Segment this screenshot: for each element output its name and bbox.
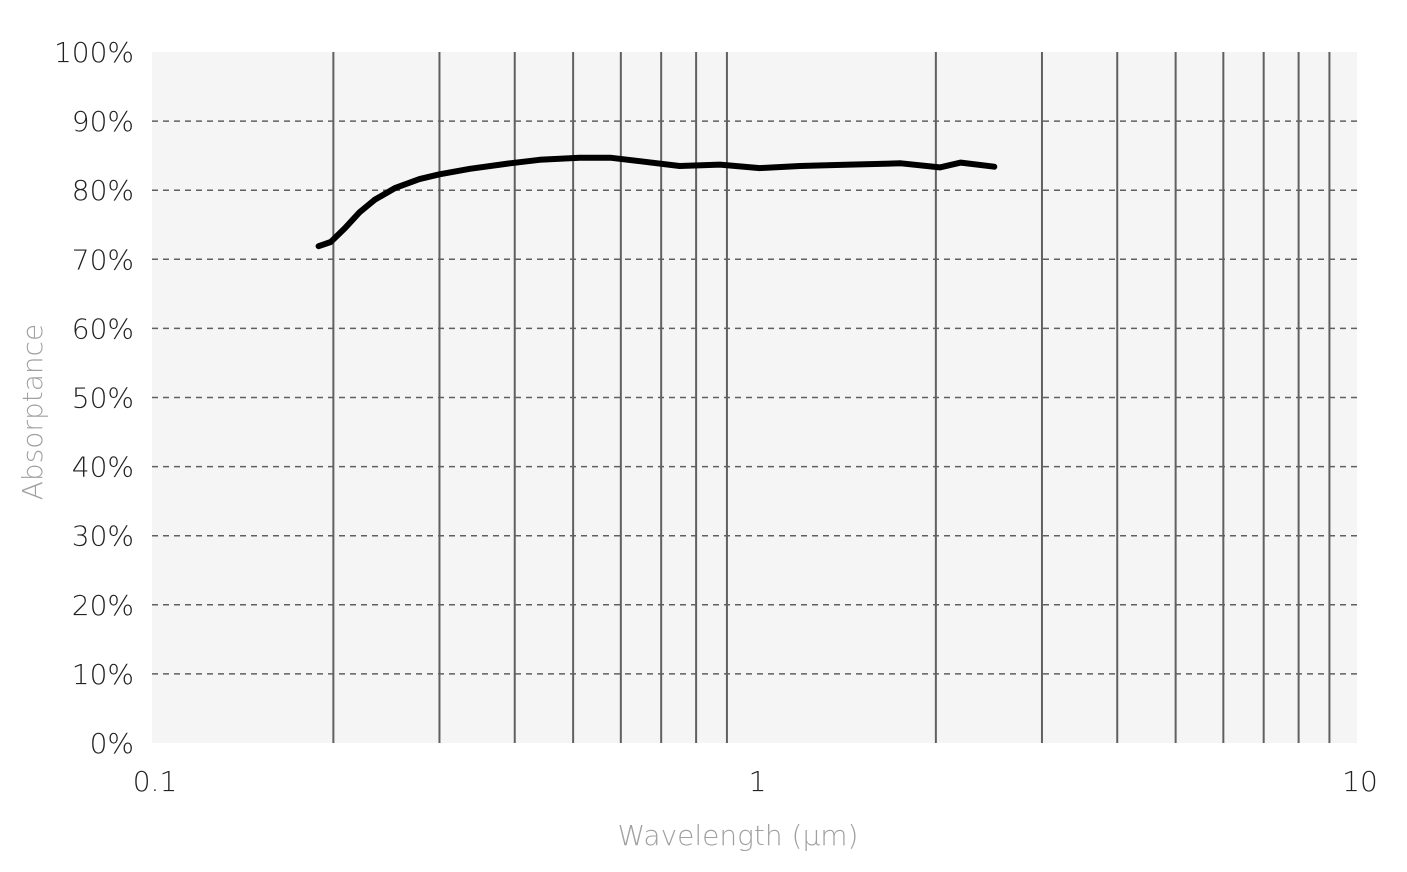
series-line xyxy=(315,154,998,250)
y-tick-label: 60% xyxy=(72,312,134,345)
y-tick-label: 30% xyxy=(72,520,134,553)
y-tick-label: 70% xyxy=(72,243,134,276)
y-tick-label: 80% xyxy=(72,174,134,207)
y-tick-label: 90% xyxy=(72,105,134,138)
y-axis-title: Absorptance xyxy=(16,324,49,500)
x-tick-label: 1 xyxy=(749,765,767,798)
y-tick-label: 10% xyxy=(72,658,134,691)
x-tick-label: 0.1 xyxy=(133,765,178,798)
y-tick-label: 50% xyxy=(72,382,134,415)
x-axis-title: Wavelength (µm) xyxy=(618,819,859,852)
y-tick-label: 100% xyxy=(54,36,134,69)
x-tick-label: 10 xyxy=(1342,765,1378,798)
y-tick-label: 20% xyxy=(72,589,134,622)
y-tick-label: 0% xyxy=(90,727,134,760)
y-tick-label: 40% xyxy=(72,451,134,484)
